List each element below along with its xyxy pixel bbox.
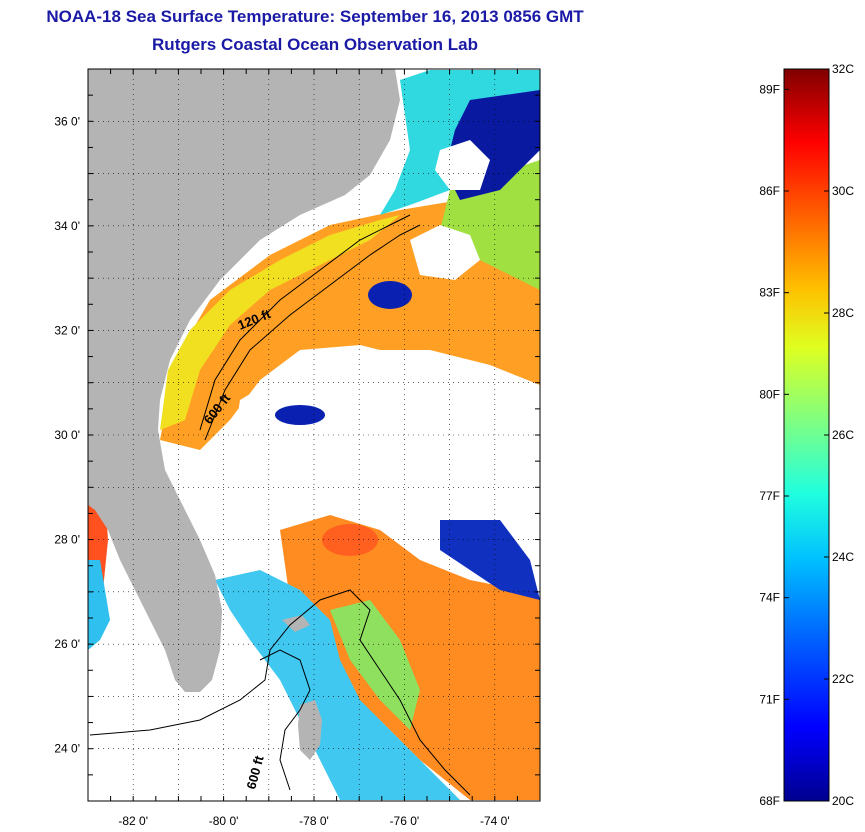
colorbar-celsius-label: 26C	[832, 428, 854, 442]
x-tick-label: -78 0'	[299, 814, 329, 828]
sst-cold-blob-2	[275, 405, 325, 425]
sst-south-green	[330, 600, 420, 730]
contour-line-slope	[204, 224, 421, 441]
x-tick-label: -74 0'	[480, 814, 510, 828]
colorbar-celsius-label: 24C	[832, 550, 854, 564]
sst-cold-blob-1	[368, 281, 412, 309]
map-subtitle: Rutgers Coastal Ocean Observation Lab	[152, 35, 478, 54]
contour-line-shelf	[199, 214, 411, 431]
sst-warm-blob	[322, 524, 378, 556]
sst-south-mixed	[280, 515, 540, 800]
grid-lines	[88, 69, 540, 801]
colorbar-celsius-label: 22C	[832, 672, 854, 686]
colorbar-fahrenheit-labels: 89F 86F 83F 80F 77F 74F 71F 68F	[759, 82, 780, 808]
colorbar-celsius-labels: 32C 30C 28C 26C 24C 22C 20C	[832, 62, 854, 808]
colorbar-fahrenheit-label: 68F	[759, 794, 780, 808]
y-tick-label: 24 0'	[54, 742, 80, 756]
map-title: NOAA-18 Sea Surface Temperature: Septemb…	[46, 7, 584, 26]
y-tick-label: 36 0'	[54, 114, 80, 128]
y-tick-label: 32 0'	[54, 323, 80, 337]
cloud-mask-north	[410, 225, 480, 280]
x-tick-label: -76 0'	[390, 814, 420, 828]
colorbar-celsius-label: 20C	[832, 794, 854, 808]
colorbar-fahrenheit-label: 80F	[759, 387, 780, 401]
cloud-mask-central	[230, 350, 540, 560]
y-tick-label: 26 0'	[54, 637, 80, 651]
sst-shelf-yellow	[160, 215, 400, 430]
sst-south-blue	[440, 520, 540, 600]
colorbar-celsius-label: 32C	[832, 62, 854, 76]
colorbar-celsius-label: 30C	[832, 184, 854, 198]
y-axis-labels: 36 0' 34 0' 32 0' 30 0' 28 0' 26 0' 24 0'	[54, 114, 80, 755]
colorbar-fahrenheit-label: 71F	[759, 692, 780, 706]
colorbar-ticks	[784, 68, 829, 802]
y-tick-label: 34 0'	[54, 219, 80, 233]
colorbar-fahrenheit-label: 89F	[759, 82, 780, 96]
land-island-small	[282, 615, 310, 632]
land-andros	[298, 700, 322, 760]
colorbar-fahrenheit-label: 77F	[759, 489, 780, 503]
colorbar-fahrenheit-label: 74F	[759, 591, 780, 605]
x-tick-label: -80 0'	[209, 814, 239, 828]
colorbar-fahrenheit-label: 83F	[759, 286, 780, 300]
sst-south-cool	[215, 570, 460, 800]
colorbar-celsius-label: 28C	[832, 306, 854, 320]
contour-line-bahamas	[89, 589, 471, 796]
land-mainland	[88, 69, 400, 692]
y-tick-label: 28 0'	[54, 533, 80, 547]
y-tick-label: 30 0'	[54, 428, 80, 442]
contour-line-bahamas-inner	[259, 649, 311, 791]
x-tick-label: -82 0'	[118, 814, 148, 828]
colorbar	[783, 68, 830, 802]
cloud-mask-small	[435, 140, 490, 190]
colorbar-fahrenheit-label: 86F	[759, 184, 780, 198]
x-axis-labels: -82 0' -80 0' -78 0' -76 0' -74 0'	[118, 814, 509, 828]
axis-ticks	[87, 68, 541, 802]
map-area: 120 ft 600 ft 600 ft	[88, 69, 540, 801]
sst-gulf-cool	[88, 560, 110, 650]
